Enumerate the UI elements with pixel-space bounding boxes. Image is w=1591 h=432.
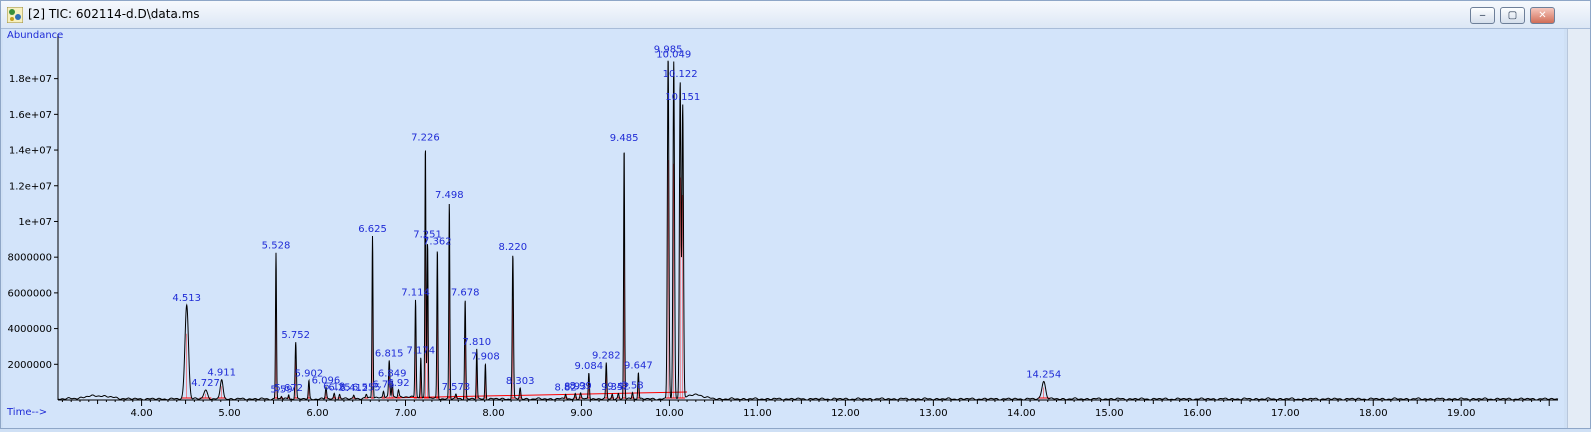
- y-tick-label: 1.6e+07: [9, 110, 52, 121]
- peak-label: 7.573: [442, 382, 471, 393]
- x-tick-label: 19.00: [1447, 408, 1476, 419]
- tic-trace: [57, 60, 1559, 401]
- peak-label: 10.151: [665, 92, 700, 103]
- peak-label: 4.727: [191, 378, 220, 389]
- y-tick-label: 1.4e+07: [9, 146, 52, 157]
- y-tick-label: 1.2e+07: [9, 181, 52, 192]
- close-icon: ✕: [1538, 10, 1547, 21]
- y-tick-label: 8000000: [7, 253, 52, 264]
- chart-axes: Abundance Time-->: [6, 30, 1558, 418]
- peak-label: 7.114: [401, 288, 430, 299]
- restore-icon: ▢: [1507, 10, 1518, 21]
- peak-label: 14.254: [1026, 369, 1061, 380]
- window-title: [2] TIC: 602114-d.D\data.ms: [28, 7, 200, 21]
- x-tick-label: 13.00: [919, 408, 948, 419]
- minimize-icon: ‒: [1479, 10, 1486, 21]
- x-tick-label: 4.00: [130, 408, 152, 419]
- peak-label: 8.93: [564, 381, 586, 392]
- peak-label: 9.282: [592, 351, 621, 362]
- peak-label: 7.174: [406, 345, 435, 356]
- peak-label: 6.92: [387, 378, 409, 389]
- close-button[interactable]: ✕: [1530, 7, 1555, 24]
- x-tick-label: 7.00: [394, 408, 416, 419]
- peak-label: 7.362: [423, 236, 452, 247]
- chromatogram-app-icon: [7, 7, 23, 23]
- peak-label: 10.122: [663, 69, 698, 80]
- peak-label: 5.528: [262, 241, 291, 252]
- vertical-scrollbar[interactable]: [1567, 29, 1590, 428]
- y-axis-label: Abundance: [7, 30, 63, 41]
- x-tick-label: 10.00: [655, 408, 684, 419]
- y-tick-label: 1.8e+07: [9, 74, 52, 85]
- peak-label: 5.752: [281, 330, 310, 341]
- peak-label: 7.251: [413, 230, 442, 241]
- peak-label: 9.42: [607, 381, 629, 392]
- peak-label: 6.849: [378, 369, 407, 380]
- peak-label: 5.59: [270, 384, 292, 395]
- x-tick-label: 16.00: [1183, 408, 1212, 419]
- peak-label: 6.815: [375, 348, 404, 359]
- peak-label: 5.672: [274, 383, 303, 394]
- integration-baselines: [181, 160, 1050, 399]
- chromatogram-chart-area: Abundance Time--> 2000000 4000000 6000000 8…: [3, 29, 1564, 428]
- peak-label: 6.555: [352, 382, 381, 393]
- minimize-button[interactable]: ‒: [1470, 7, 1495, 24]
- window-titlebar[interactable]: [2] TIC: 602114-d.D\data.ms ‒ ▢ ✕: [1, 1, 1590, 29]
- peak-label: 9.985: [654, 45, 683, 56]
- peak-label: 6.412: [339, 383, 368, 394]
- x-tick-label: 11.00: [743, 408, 772, 419]
- peak-label: 7.498: [435, 190, 464, 201]
- peak-label: 9.084: [575, 361, 604, 372]
- peak-label: 6.625: [358, 224, 387, 235]
- peak-label: 7.810: [462, 337, 491, 348]
- peak-label: 8.220: [499, 242, 528, 253]
- y-tick-label: 2000000: [7, 360, 52, 371]
- chromatogram-chart: Abundance Time--> 2000000 4000000 6000000 8…: [6, 30, 1559, 419]
- x-tick-label: 5.00: [218, 408, 240, 419]
- peak-label: 9.35: [601, 382, 623, 393]
- peak-label: 10.049: [656, 50, 691, 61]
- peak-label: 4.513: [172, 293, 201, 304]
- x-tick-label: 15.00: [1095, 408, 1124, 419]
- peak-label: 7.678: [451, 287, 480, 298]
- peak-label: 7.226: [411, 132, 440, 143]
- peak-labels: 4.5134.7274.9115.5285.595.6725.7525.9026…: [172, 45, 1061, 396]
- peak-label: 4.911: [207, 368, 236, 379]
- restore-button[interactable]: ▢: [1500, 7, 1525, 24]
- peak-label: 6.75: [372, 379, 394, 390]
- x-tick-label: 18.00: [1359, 408, 1388, 419]
- y-ticks: 2000000 4000000 6000000 8000000 1e+07 1.2e+07…: [7, 74, 58, 371]
- peak-label: 6.19: [323, 381, 345, 392]
- y-tick-label: 6000000: [7, 288, 52, 299]
- peak-label: 6.25: [328, 382, 350, 393]
- peak-label: 6.096: [312, 375, 341, 386]
- peak-label: 7.908: [471, 352, 500, 363]
- peak-label: 8.303: [506, 376, 535, 387]
- x-tick-label: 17.00: [1271, 408, 1300, 419]
- peak-label: 9.58: [621, 380, 643, 391]
- x-tick-label: 8.00: [482, 408, 504, 419]
- peak-label: 8.82: [554, 382, 576, 393]
- peak-label: 9.647: [624, 361, 653, 372]
- x-tick-label: 9.00: [570, 408, 592, 419]
- x-tick-label: 6.00: [306, 408, 328, 419]
- x-tick-label: 12.00: [831, 408, 860, 419]
- y-tick-label: 1e+07: [18, 217, 52, 228]
- region-baseline: [386, 391, 688, 399]
- x-ticks: 4.00 5.00 6.00 7.00 8.00 9.00 10.00 11.00 12.00 1…: [61, 400, 1550, 419]
- peak-label: 9.485: [610, 133, 639, 144]
- peak-label: 8.99: [569, 381, 591, 392]
- peak-label: 5.902: [295, 368, 324, 379]
- x-axis-label: Time-->: [6, 407, 47, 418]
- x-tick-label: 14.00: [1007, 408, 1036, 419]
- y-tick-label: 4000000: [7, 324, 52, 335]
